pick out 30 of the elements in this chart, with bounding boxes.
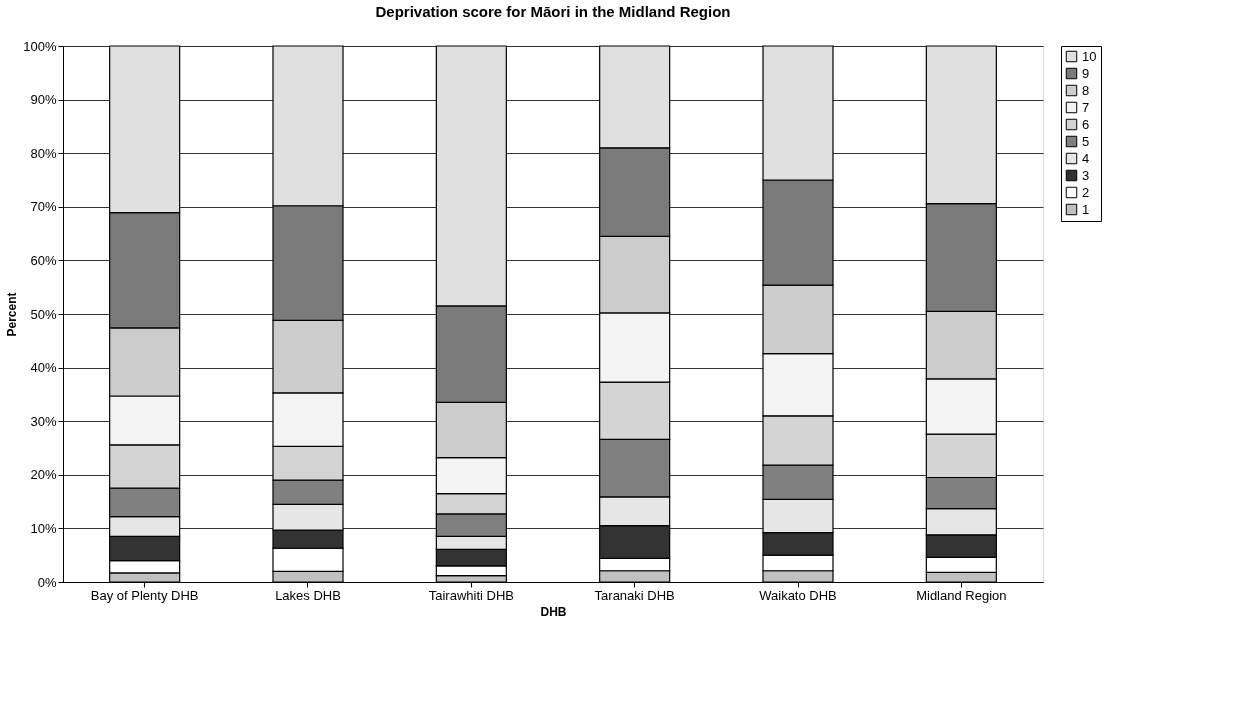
y-tick-label: 10% (30, 520, 57, 536)
x-tick-label: Taranaki DHB (594, 587, 675, 603)
y-tick-label: 30% (30, 413, 57, 429)
y-tick-label: 70% (30, 199, 57, 215)
legend-label: 6 (1082, 116, 1090, 132)
x-axis-title: DHB (540, 604, 567, 619)
chart-title: Deprivation score for Māori in the Midland Region (375, 3, 731, 20)
legend-label: 5 (1082, 133, 1090, 149)
legend-label: 3 (1082, 167, 1090, 183)
y-tick-label: 80% (30, 145, 57, 161)
x-tick-label: Waikato DHB (759, 587, 837, 603)
x-tick-label: Lakes DHB (275, 587, 341, 603)
y-tick-label: 60% (30, 252, 57, 268)
legend-label: 4 (1082, 150, 1090, 166)
y-tick-label: 50% (30, 306, 57, 322)
legend-label: 2 (1082, 184, 1090, 200)
x-tick-label: Tairawhiti DHB (428, 587, 514, 603)
legend-label: 9 (1082, 65, 1090, 81)
x-tick-label: Bay of Plenty DHB (90, 587, 199, 603)
y-axis-title: Percent (5, 292, 20, 337)
y-tick-label: 20% (30, 467, 57, 483)
legend-label: 10 (1082, 48, 1097, 64)
y-tick-label: 0% (37, 574, 57, 590)
y-tick-label: 40% (30, 360, 57, 376)
legend-label: 1 (1082, 201, 1090, 217)
legend-label: 7 (1082, 99, 1090, 115)
x-tick-label: Midland Region (916, 587, 1007, 603)
y-tick-label: 90% (30, 92, 57, 108)
y-tick-label: 100% (23, 38, 57, 54)
legend-label: 8 (1082, 82, 1090, 98)
